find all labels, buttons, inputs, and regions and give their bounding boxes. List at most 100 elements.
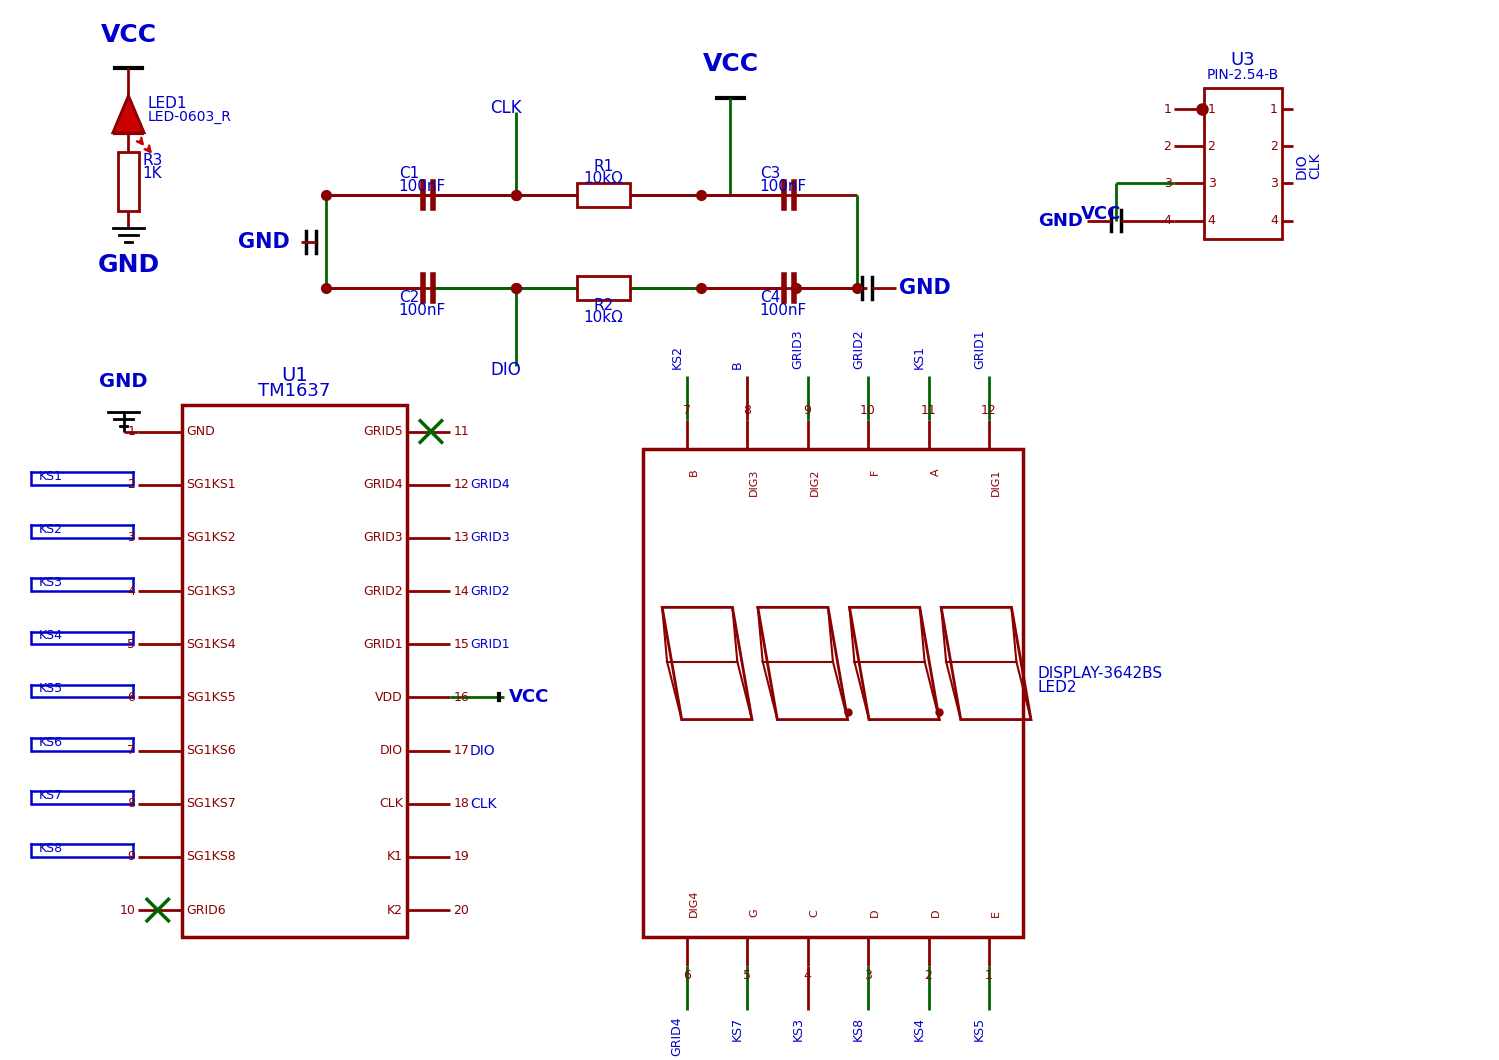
Text: DISPLAY-3642BS: DISPLAY-3642BS	[1037, 666, 1163, 681]
Text: PIN-2.54-B: PIN-2.54-B	[1207, 68, 1279, 82]
Text: CLK: CLK	[471, 797, 496, 811]
Text: 6: 6	[127, 691, 135, 704]
Text: D: D	[931, 908, 940, 917]
Text: 1: 1	[1163, 103, 1172, 116]
Text: C4: C4	[760, 290, 779, 305]
Text: VCC: VCC	[510, 688, 549, 706]
Text: DIG3: DIG3	[750, 469, 758, 496]
Text: 10kΩ: 10kΩ	[583, 172, 624, 187]
Text: 15: 15	[453, 638, 469, 651]
Text: CLK: CLK	[379, 797, 403, 810]
Bar	[577, 276, 631, 300]
Text: 1: 1	[1270, 103, 1277, 116]
Text: SG1KS4: SG1KS4	[186, 638, 235, 651]
Text: VCC: VCC	[1081, 205, 1121, 223]
Text: CLK: CLK	[1309, 152, 1322, 178]
Text: 1: 1	[127, 425, 135, 438]
Text: 4: 4	[1208, 214, 1216, 227]
Text: GRID4: GRID4	[363, 478, 403, 491]
Bar	[183, 405, 406, 937]
Text: 3: 3	[863, 969, 872, 982]
Text: 100nF: 100nF	[760, 179, 806, 194]
Text: C: C	[809, 909, 820, 917]
Text: 13: 13	[453, 531, 469, 545]
Text: 1K: 1K	[142, 166, 162, 181]
Text: LED-0603_R: LED-0603_R	[148, 110, 232, 124]
Text: GND: GND	[99, 371, 148, 390]
Text: DIG1: DIG1	[991, 469, 1001, 496]
Text: LED1: LED1	[148, 95, 187, 111]
Text: 20: 20	[453, 903, 469, 917]
Text: GRID2: GRID2	[471, 584, 510, 598]
Text: 3: 3	[127, 531, 135, 545]
Text: DIO: DIO	[490, 361, 522, 379]
Text: B: B	[732, 360, 744, 369]
Text: 14: 14	[453, 584, 469, 598]
Text: GRID3: GRID3	[363, 531, 403, 545]
Text: DIO: DIO	[471, 743, 496, 758]
Text: 10: 10	[120, 903, 135, 917]
Text: GRID6: GRID6	[186, 903, 226, 917]
Text: 3: 3	[1270, 177, 1277, 190]
Text: 4: 4	[127, 584, 135, 598]
Text: 4: 4	[803, 969, 811, 982]
Text: 10kΩ: 10kΩ	[583, 311, 624, 325]
Text: K1: K1	[387, 850, 403, 864]
Text: GRID1: GRID1	[363, 638, 403, 651]
Text: F: F	[869, 469, 880, 475]
Bar	[1204, 88, 1282, 240]
Text: 8: 8	[127, 797, 135, 810]
Text: SG1KS2: SG1KS2	[186, 531, 235, 545]
Text: KS8: KS8	[39, 842, 63, 855]
Text: 16: 16	[453, 691, 469, 704]
Text: C3: C3	[760, 166, 779, 181]
Text: SG1KS3: SG1KS3	[186, 584, 235, 598]
Text: C2: C2	[399, 290, 420, 305]
Text: CLK: CLK	[490, 99, 522, 117]
Text: GRID2: GRID2	[851, 330, 865, 369]
Text: 5: 5	[127, 638, 135, 651]
Text: KS3: KS3	[791, 1017, 805, 1041]
Text: E: E	[991, 911, 1001, 917]
Text: GRID3: GRID3	[791, 330, 805, 369]
Text: R3: R3	[142, 153, 162, 167]
Text: D: D	[869, 908, 880, 917]
Text: 19: 19	[453, 850, 469, 864]
Text: VCC: VCC	[100, 23, 156, 47]
Polygon shape	[112, 95, 144, 132]
Text: 2: 2	[1163, 140, 1172, 153]
Text: R2: R2	[594, 298, 613, 313]
Text: 2: 2	[127, 478, 135, 491]
Text: 18: 18	[453, 797, 469, 810]
Text: 1: 1	[1208, 103, 1216, 116]
Text: 12: 12	[982, 404, 997, 417]
Text: GND: GND	[186, 425, 214, 438]
Text: B: B	[688, 469, 699, 476]
Text: KS4: KS4	[913, 1017, 925, 1041]
Bar	[643, 448, 1024, 937]
Text: 3: 3	[1163, 177, 1172, 190]
Text: GND: GND	[97, 252, 159, 277]
Text: 6: 6	[682, 969, 691, 982]
Text: GRID4: GRID4	[670, 1017, 684, 1057]
Text: GND: GND	[238, 232, 289, 252]
Text: DIG4: DIG4	[688, 889, 699, 917]
Text: GRID3: GRID3	[471, 531, 510, 545]
Text: K2: K2	[387, 903, 403, 917]
Text: DIO: DIO	[379, 744, 403, 757]
Bar	[577, 183, 631, 207]
Text: 11: 11	[453, 425, 469, 438]
Text: 9: 9	[803, 404, 811, 417]
Text: 2: 2	[925, 969, 932, 982]
Text: R1: R1	[594, 159, 613, 174]
Text: GRID1: GRID1	[973, 330, 986, 369]
Text: 100nF: 100nF	[760, 303, 806, 318]
Text: U3: U3	[1231, 52, 1255, 70]
Text: SG1KS1: SG1KS1	[186, 478, 235, 491]
Text: 3: 3	[1208, 177, 1216, 190]
Text: 12: 12	[453, 478, 469, 491]
Text: 4: 4	[1163, 214, 1172, 227]
Text: KS1: KS1	[913, 344, 925, 369]
Text: 7: 7	[127, 744, 135, 757]
Text: DIO: DIO	[1294, 153, 1309, 178]
